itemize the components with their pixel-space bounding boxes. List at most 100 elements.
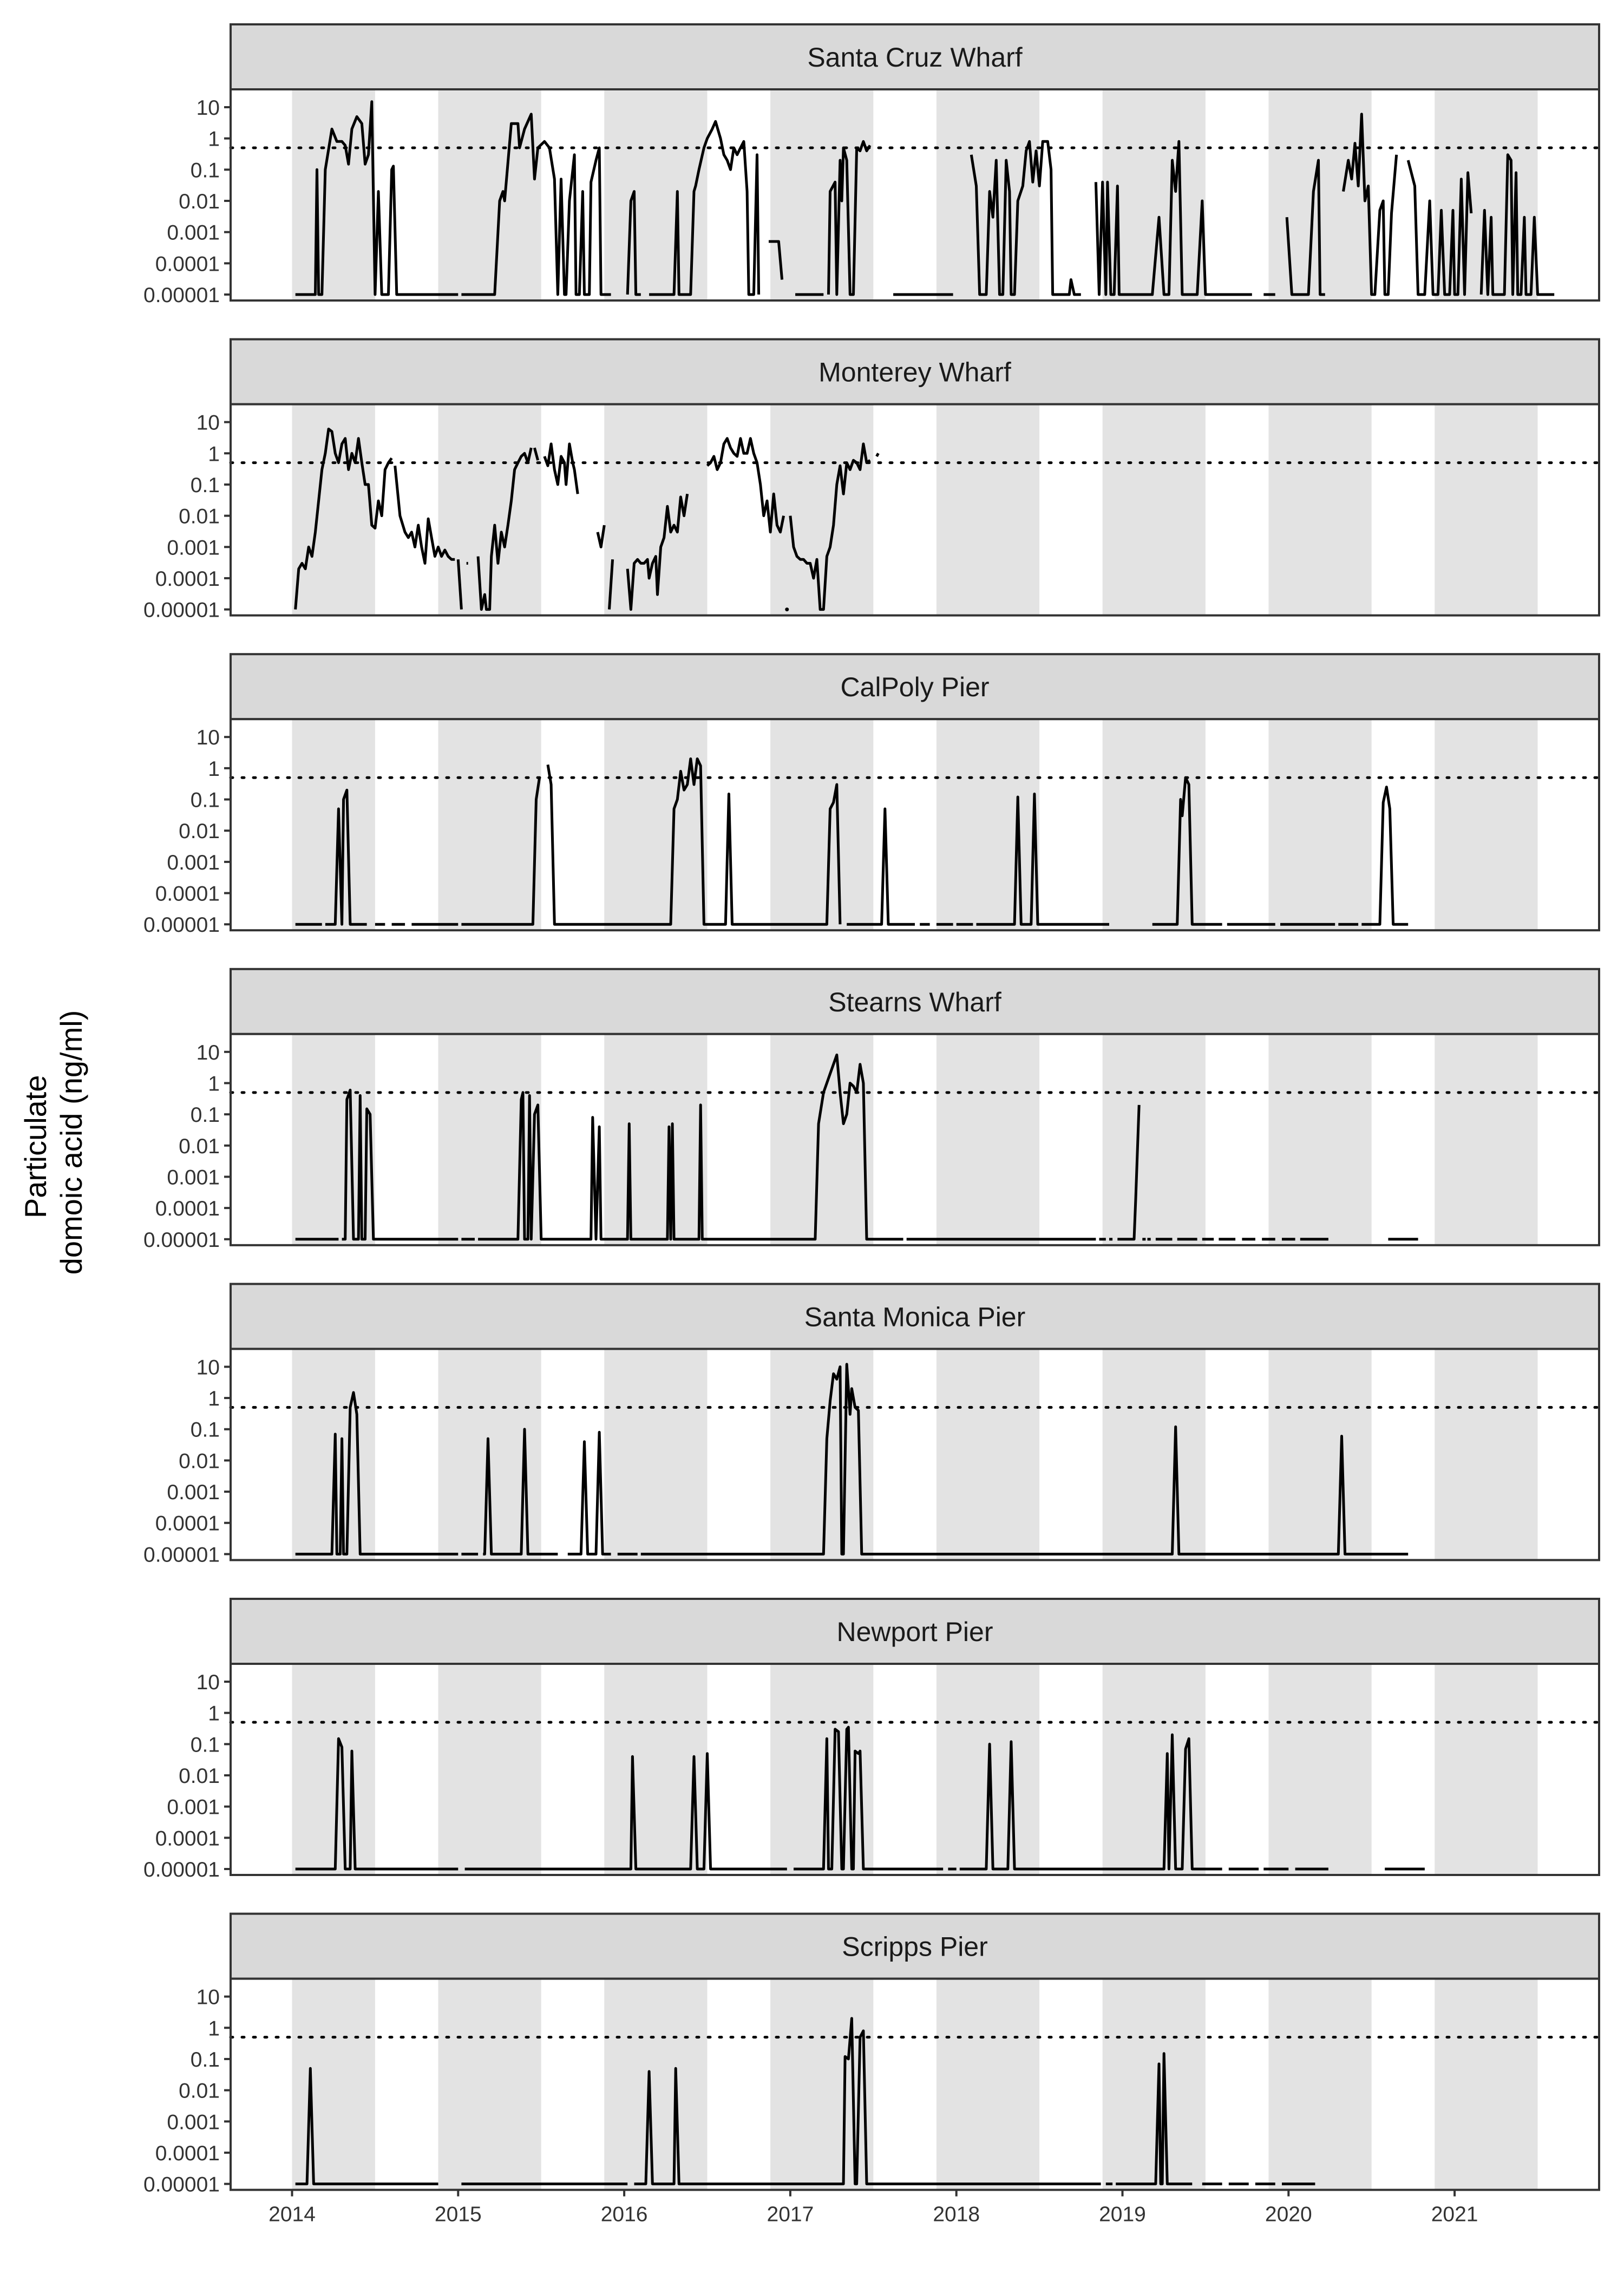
series-line [596, 525, 606, 548]
series-line [970, 140, 1081, 296]
shaded-period [604, 1349, 708, 1560]
series-line [959, 1733, 1222, 1871]
plot-background [231, 1349, 1599, 1560]
shaded-period [292, 1664, 375, 1875]
shaded-period [1268, 1349, 1372, 1560]
panel-strip [230, 1912, 1600, 1980]
plot-border [230, 718, 1600, 932]
series-line [827, 140, 872, 296]
y-tick-label: 0.01 [179, 2080, 220, 2103]
panel-strip [230, 968, 1600, 1035]
x-tick-label: 2014 [269, 2203, 316, 2226]
x-tick-label: 2016 [601, 2203, 648, 2226]
series-line [875, 453, 880, 458]
plot-border [230, 1977, 1600, 2191]
y-tick-label: 0.1 [191, 2048, 220, 2072]
series-point [785, 607, 789, 612]
series-line [1094, 140, 1252, 296]
y-tick-label: 0.01 [179, 190, 220, 213]
shaded-period [1435, 1349, 1538, 1560]
x-tick-label: 2019 [1099, 2203, 1146, 2226]
shaded-period [936, 404, 1040, 616]
x-tick-label: 2020 [1265, 2203, 1312, 2226]
panel-strip [230, 653, 1600, 721]
x-tick-label: 2015 [435, 2203, 482, 2226]
panel: Stearns Wharf 10 1 0.1 0.01 0.001 0.0001 0.0000… [143, 968, 1601, 1252]
y-tick-label: 0.001 [167, 1796, 220, 1819]
y-axis-label-line-2: domoic acid (ng/ml) [54, 1010, 88, 1275]
y-tick-label: 0.1 [191, 474, 220, 497]
shaded-period [1435, 1664, 1538, 1875]
shaded-period [1268, 404, 1372, 616]
x-tick-label: 2017 [767, 2203, 814, 2226]
shaded-period [1102, 719, 1206, 931]
series-line [1152, 776, 1222, 926]
series-line [342, 1088, 459, 1241]
panel: Newport Pier 10 1 0.1 0.01 0.001 0.0001 0.00001 [143, 1598, 1601, 1881]
shaded-period [1102, 404, 1206, 616]
panel-title: Monterey Wharf [818, 357, 1011, 388]
series-line [295, 2067, 438, 2186]
y-axis-label-line-1: Particulate [18, 1075, 53, 1218]
series-line [1479, 153, 1555, 296]
x-tick-label: 2018 [933, 2203, 980, 2226]
y-tick-label: 10 [197, 726, 220, 749]
y-tick-label: 0.01 [179, 820, 220, 843]
y-tick-label: 10 [197, 96, 220, 120]
panel-title: CalPoly Pier [840, 672, 989, 702]
plot-border [230, 403, 1600, 617]
shaded-period [1268, 1978, 1372, 2190]
panel-title: Santa Monica Pier [804, 1302, 1026, 1332]
y-tick-label: 0.01 [179, 1135, 220, 1158]
panel: Scripps Pier 10 1 0.1 0.01 0.001 0.0001 0.00001 [143, 1912, 1601, 2197]
y-tick-label: 10 [197, 1986, 220, 2009]
series-line [456, 559, 463, 610]
plot-background [231, 719, 1599, 931]
shaded-period [604, 719, 708, 931]
series-line [626, 493, 689, 611]
series-line [464, 1752, 787, 1871]
plot-border [230, 1663, 1600, 1876]
shaded-period [438, 719, 541, 931]
y-tick-label: 0.001 [167, 536, 220, 559]
series-line [649, 120, 761, 296]
shaded-period [1435, 1034, 1538, 1245]
shaded-period [770, 404, 874, 616]
series-line [1342, 113, 1398, 296]
shaded-period [438, 1978, 541, 2190]
panel: Santa Monica Pier 10 1 0.1 0.01 0.001 0.0001 0.… [143, 1283, 1601, 1566]
series-line [1117, 1105, 1141, 1241]
shaded-period [438, 89, 541, 300]
y-tick-label: 0.01 [179, 505, 220, 528]
shaded-period [1435, 1978, 1538, 2190]
series-line [769, 240, 784, 280]
y-tick-label: 1 [208, 1387, 220, 1410]
plot-background [231, 1978, 1599, 2190]
y-tick-label: 0.001 [167, 2110, 220, 2134]
series-line [634, 2017, 1101, 2186]
shaded-period [770, 1349, 874, 1560]
series-line [533, 447, 540, 461]
panel: Santa Cruz Wharf 10 1 0.1 0.01 0.001 0.0001 0.0… [143, 23, 1601, 307]
y-tick-label: 0.00001 [143, 1543, 220, 1566]
shaded-period [770, 89, 874, 300]
y-tick-label: 0.0001 [155, 883, 220, 906]
series-line [476, 447, 533, 611]
x-axis: 2014 2015 2016 2017 2018 2019 2020 2021 [269, 2190, 1478, 2226]
series-line [325, 788, 367, 926]
series-line [1361, 786, 1409, 926]
shaded-period [604, 1034, 708, 1245]
y-tick-label: 10 [197, 411, 220, 435]
shaded-period [1268, 1034, 1372, 1245]
series-line [461, 777, 541, 926]
y-tick-label: 0.1 [191, 159, 220, 182]
y-tick-label: 10 [197, 1041, 220, 1064]
panel-title: Newport Pier [837, 1617, 993, 1647]
plot-background [231, 1034, 1599, 1245]
series-line [608, 559, 614, 610]
shaded-period [604, 89, 708, 300]
panel-title: Stearns Wharf [828, 987, 1001, 1017]
y-tick-label: 10 [197, 1671, 220, 1694]
y-tick-label: 0.0001 [155, 1197, 220, 1220]
